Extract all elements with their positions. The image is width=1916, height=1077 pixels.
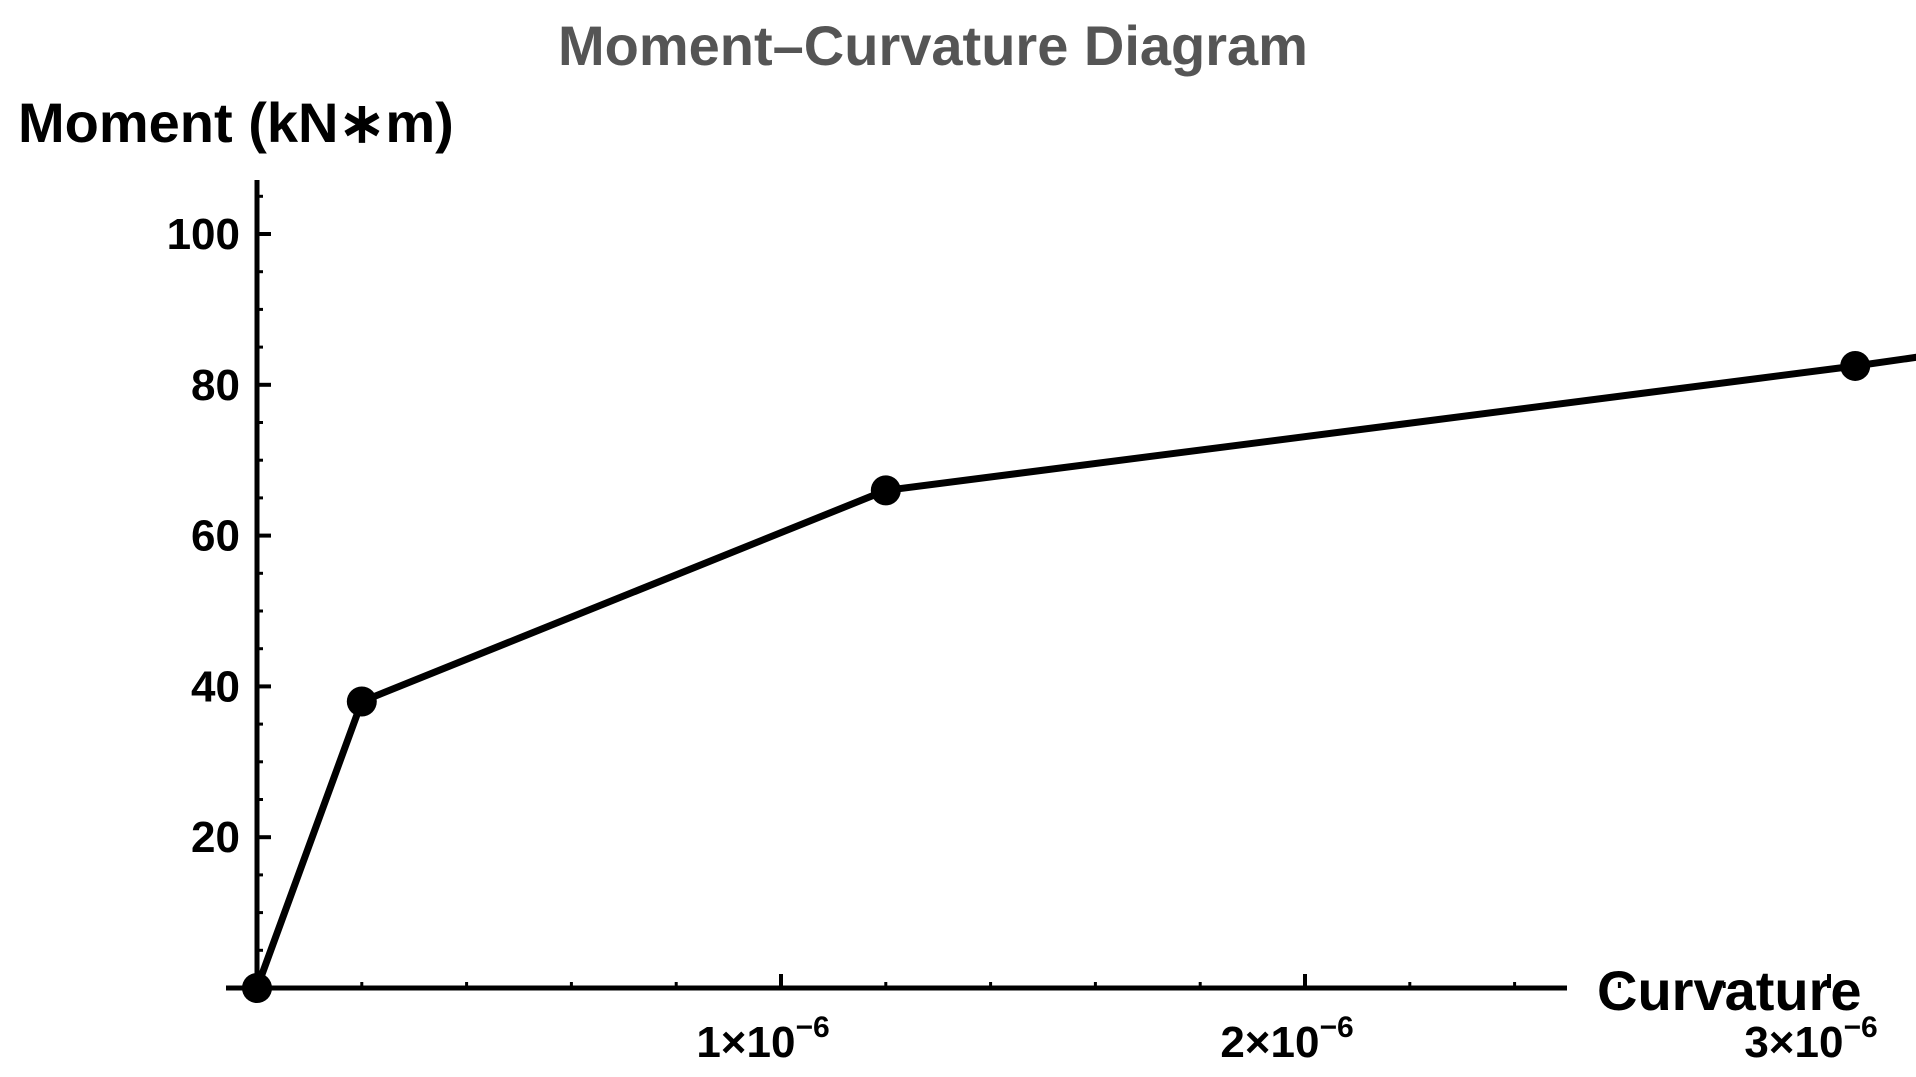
series-line [253, 353, 1916, 990]
data-point [1840, 350, 1871, 381]
y-tick-label: 20 [191, 813, 240, 862]
x-tick-label: 3×10−6 [1744, 1011, 1877, 1067]
data-point [242, 973, 272, 1003]
x-axis-label: Curvature [1597, 959, 1862, 1022]
data-point [346, 686, 377, 717]
y-tick-label: 40 [191, 662, 240, 711]
data-point [870, 475, 901, 506]
y-tick-label: 80 [191, 361, 240, 410]
x-tick-label: 2×10−6 [1220, 1011, 1353, 1067]
x-tick-label: 1×10−6 [696, 1011, 829, 1067]
chart-title: Moment–Curvature Diagram [558, 14, 1308, 77]
y-tick-label: 100 [167, 210, 240, 259]
y-axis-label: Moment (kN∗m) [18, 91, 454, 154]
y-tick-label: 60 [191, 512, 240, 561]
